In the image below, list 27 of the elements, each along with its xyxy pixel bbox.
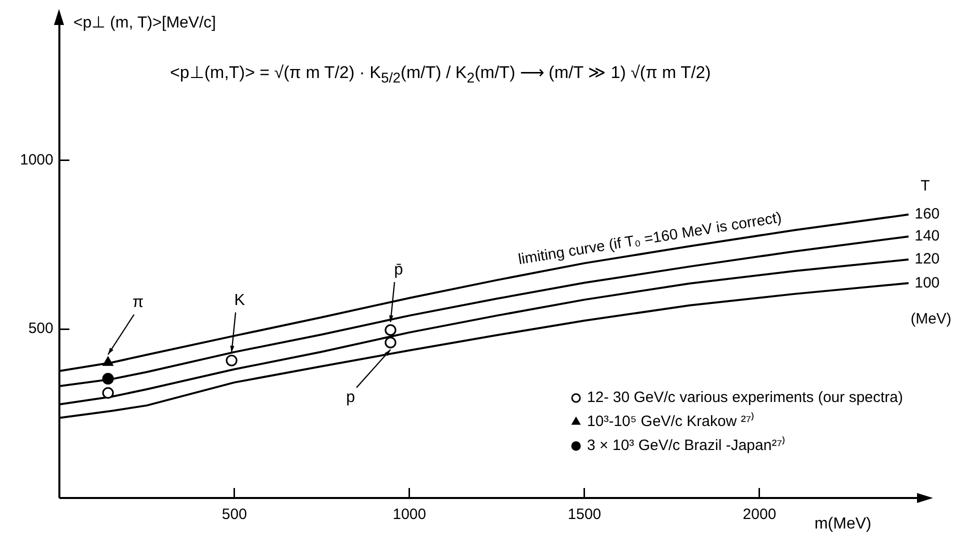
legend-label: 10³-10⁵ GeV/c Krakow ²⁷⁾ — [587, 412, 754, 430]
annotation: p — [346, 388, 356, 406]
point — [102, 356, 114, 366]
x-tick-label: 1000 — [392, 506, 426, 524]
point — [384, 324, 396, 336]
legend-label: 12- 30 GeV/c various experiments (our spectra) — [587, 389, 904, 406]
x-axis-title: m(MeV) — [814, 515, 872, 532]
annotation: K — [234, 292, 246, 309]
annotation: π — [132, 294, 144, 311]
annotation: p̄ — [394, 261, 404, 278]
series-label: 160 — [914, 206, 940, 223]
point — [102, 387, 114, 399]
legend-label: 3 × 10³ GeV/c Brazil -Japan²⁷⁾ — [587, 436, 786, 454]
x-tick-label: 1500 — [568, 506, 602, 524]
series-label: 100 — [914, 274, 940, 292]
legend-title: T — [920, 178, 930, 195]
series-label: 140 — [914, 228, 940, 245]
y-axis-title: <p⊥ (m, T)>[MeV/c] — [73, 14, 216, 32]
x-tick-label: 2000 — [742, 506, 776, 524]
annotation: <p⊥(m,T)> = √(π m T/2) · K$_{5/2}$(m/T) / K$_{2}$(m/T) ⟶ (m/T ≫ 1) √(π m T/2) — [170, 62, 711, 86]
point — [384, 336, 396, 348]
annotation: (MeV) — [910, 310, 952, 328]
point — [102, 372, 114, 385]
series-label: 120 — [914, 250, 940, 268]
annotation: limiting curve (if T₀ =160 MeV is correct) — [517, 209, 783, 268]
point — [226, 354, 238, 366]
x-tick-label: 500 — [222, 506, 247, 524]
